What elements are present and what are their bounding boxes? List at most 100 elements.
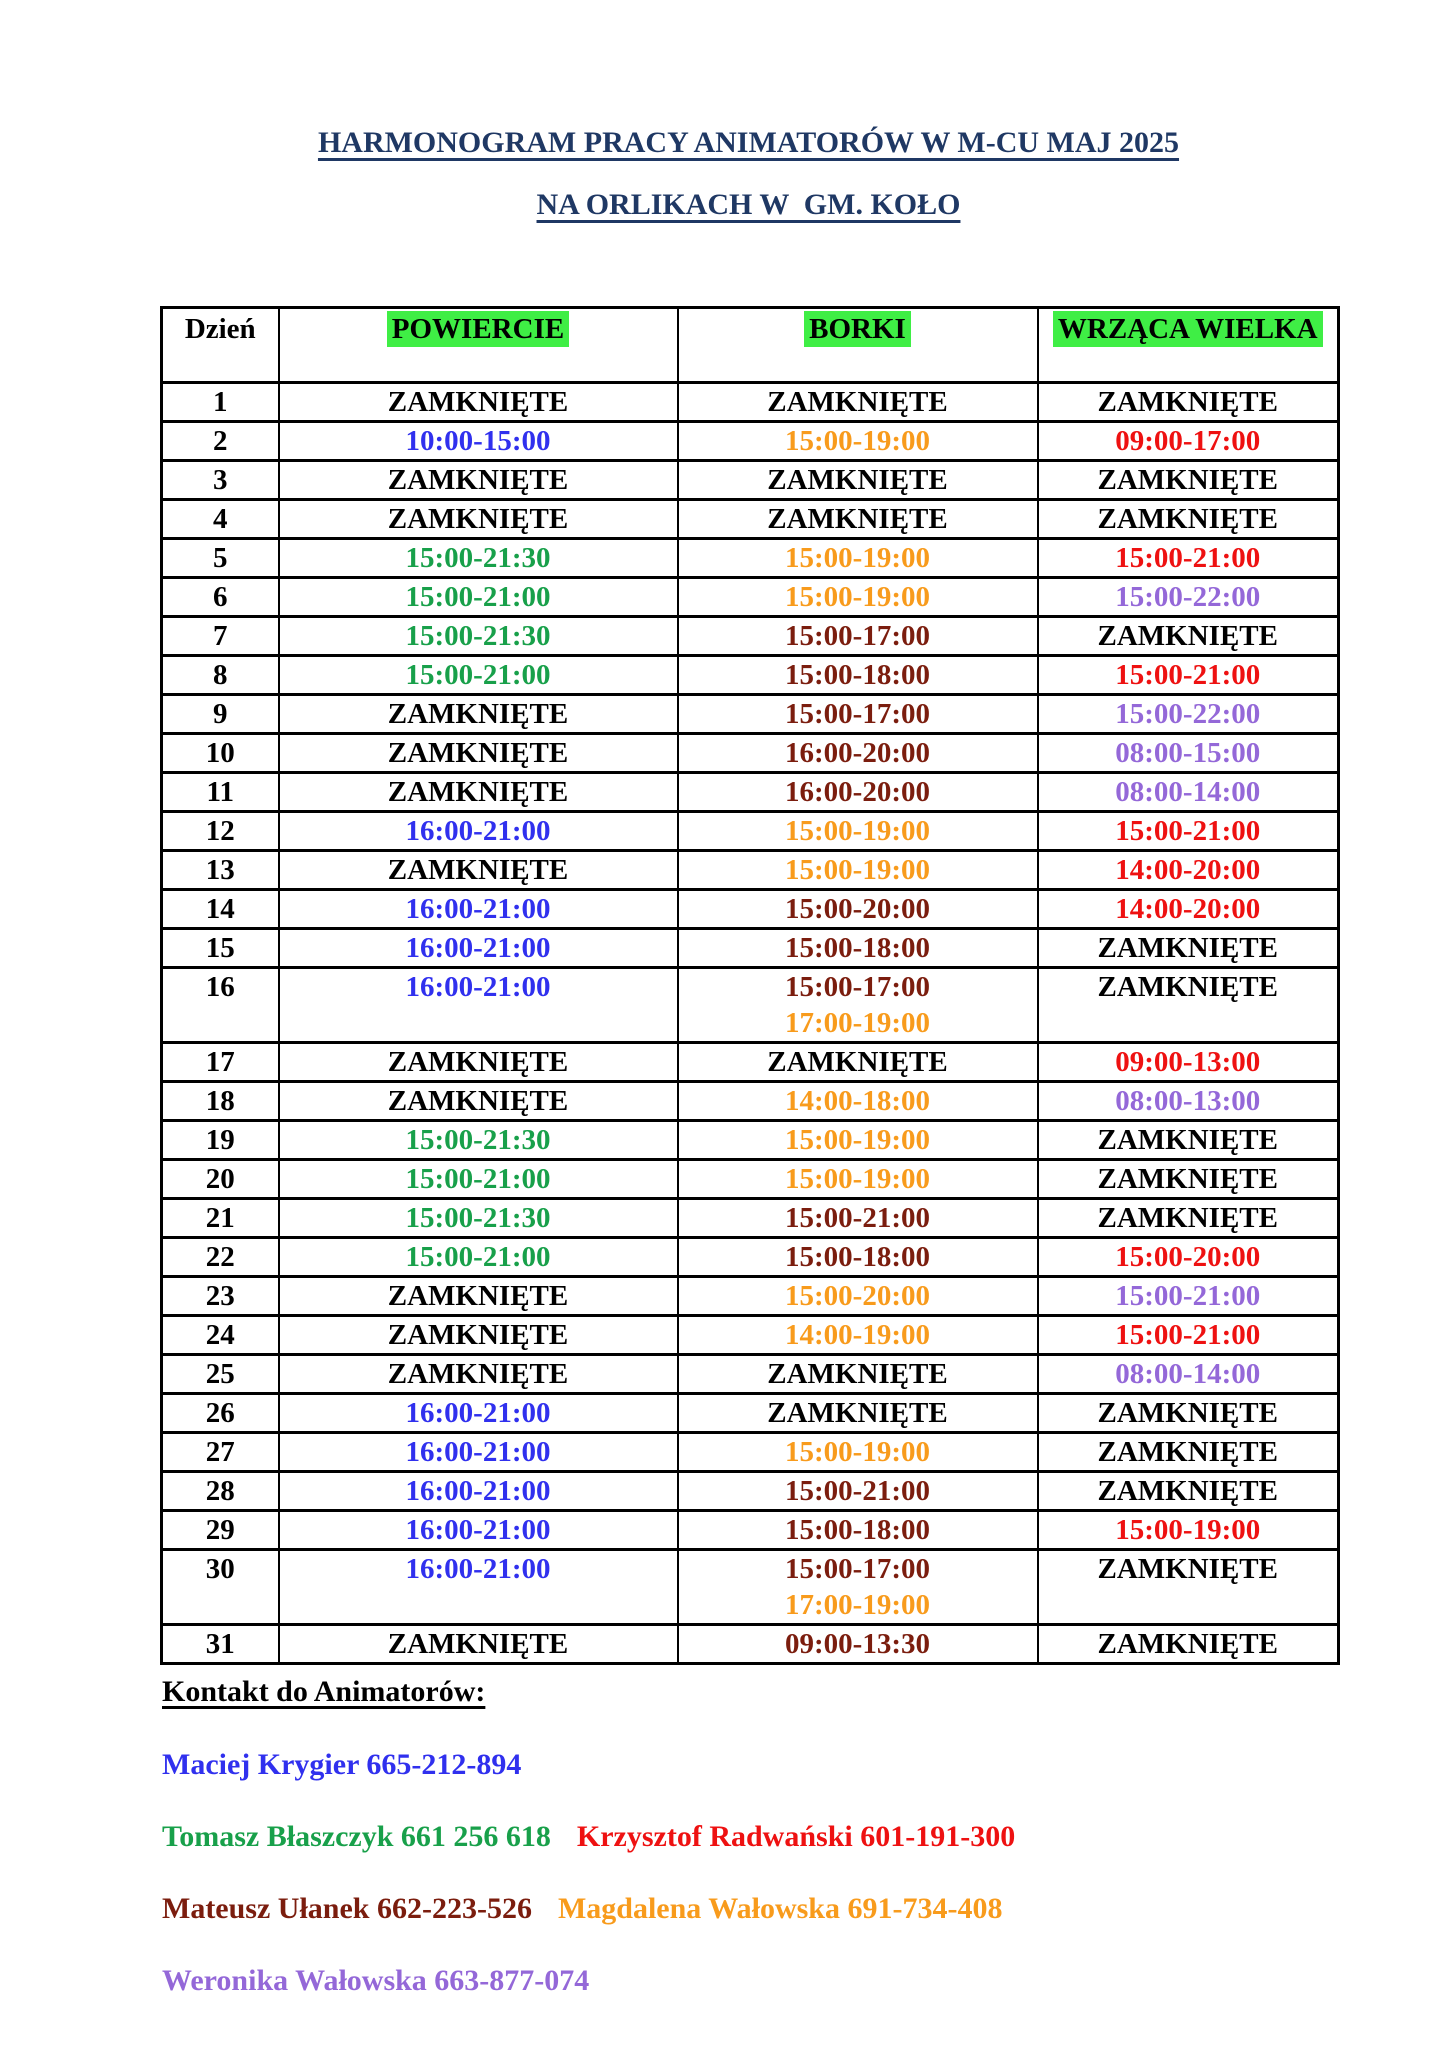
schedule-cell: ZAMKNIĘTE: [277, 459, 679, 501]
table-row-day-6: 6 15:00-21:00 15:00-19:00 15:00-22:00: [160, 576, 1340, 618]
table-row-day-15: 15 16:00-21:00 15:00-18:00 ZAMKNIĘTE: [160, 927, 1340, 969]
day-cell: 25: [160, 1353, 280, 1395]
day-cell: 4: [160, 498, 280, 540]
schedule-cell: 15:00-17:00 17:00-19:00: [676, 966, 1039, 1044]
schedule-cell: 15:00-18:00: [676, 927, 1039, 969]
schedule-entry: 17:00-19:00: [785, 1007, 930, 1039]
schedule-entry: ZAMKNIĘTE: [387, 503, 569, 535]
schedule-entry: 15:00-20:00: [785, 893, 930, 925]
schedule-entry: ZAMKNIĘTE: [1097, 386, 1278, 418]
schedule-entry: 15:00-21:00: [1115, 815, 1261, 847]
column-header-dzie: Dzień: [160, 306, 280, 384]
day-cell: 28: [160, 1470, 280, 1512]
schedule-cell: ZAMKNIĘTE: [277, 849, 679, 891]
contact-entry: Maciej Krygier 665-212-894: [162, 1748, 522, 1781]
day-cell: 7: [160, 615, 280, 657]
schedule-entry: ZAMKNIĘTE: [1097, 1436, 1278, 1468]
contact-line: Maciej Krygier 665-212-894: [162, 1749, 1448, 1781]
day-cell: 26: [160, 1392, 280, 1434]
schedule-entry: ZAMKNIĘTE: [1097, 1475, 1278, 1507]
schedule-entry: 15:00-21:30: [405, 542, 551, 574]
schedule-entry: 08:00-13:00: [1115, 1085, 1261, 1117]
schedule-entry: ZAMKNIĘTE: [767, 1046, 948, 1078]
table-row-day-2: 2 10:00-15:00 15:00-19:00 09:00-17:00: [160, 420, 1340, 462]
schedule-cell: 15:00-22:00: [1036, 576, 1340, 618]
schedule-cell: ZAMKNIĘTE: [1036, 1548, 1340, 1626]
schedule-cell: ZAMKNIĘTE: [676, 1353, 1039, 1395]
day-cell: 3: [160, 459, 280, 501]
contact-entry: Weronika Wałowska 663-877-074: [162, 1964, 590, 1997]
schedule-entry: 15:00-19:00: [785, 1436, 930, 1468]
schedule-cell: 09:00-13:00: [1036, 1041, 1340, 1083]
schedule-entry: 15:00-19:00: [785, 1124, 930, 1156]
schedule-entry: ZAMKNIĘTE: [387, 1628, 569, 1660]
table-row-day-3: 3 ZAMKNIĘTE ZAMKNIĘTE ZAMKNIĘTE: [160, 459, 1340, 501]
schedule-cell: 15:00-21:00: [1036, 1275, 1340, 1317]
table-row-day-18: 18 ZAMKNIĘTE 14:00-18:00 08:00-13:00: [160, 1080, 1340, 1122]
day-cell: 12: [160, 810, 280, 852]
schedule-cell: 15:00-20:00: [1036, 1236, 1340, 1278]
schedule-cell: 16:00-21:00: [277, 1431, 679, 1473]
schedule-cell: 15:00-19:00: [676, 1119, 1039, 1161]
schedule-cell: ZAMKNIĘTE: [277, 771, 679, 813]
schedule-cell: 15:00-21:00: [1036, 1314, 1340, 1356]
schedule-entry: 16:00-21:00: [405, 1436, 551, 1468]
schedule-entry: 15:00-21:00: [1115, 659, 1261, 691]
schedule-cell: 16:00-20:00: [676, 771, 1039, 813]
day-cell: 6: [160, 576, 280, 618]
schedule-cell: 15:00-21:00: [1036, 537, 1340, 579]
schedule-entry: 14:00-18:00: [785, 1085, 930, 1117]
contact-entry: Mateusz Ułanek 662-223-526: [162, 1892, 532, 1925]
schedule-entry: ZAMKNIĘTE: [767, 1397, 948, 1429]
schedule-entry: ZAMKNIĘTE: [387, 1319, 569, 1351]
schedule-entry: ZAMKNIĘTE: [767, 386, 948, 418]
day-cell: 19: [160, 1119, 280, 1161]
schedule-cell: 14:00-20:00: [1036, 849, 1340, 891]
contact-entry: Tomasz Błaszczyk 661 256 618: [162, 1820, 551, 1853]
schedule-entry: 15:00-19:00: [785, 581, 930, 613]
column-header-label: Dzień: [184, 313, 256, 345]
schedule-cell: 09:00-13:30: [676, 1623, 1039, 1665]
day-cell: 11: [160, 771, 280, 813]
schedule-entry: 17:00-19:00: [785, 1589, 930, 1621]
schedule-entry: ZAMKNIĘTE: [387, 1280, 569, 1312]
schedule-cell: 14:00-18:00: [676, 1080, 1039, 1122]
schedule-cell: 15:00-19:00: [1036, 1509, 1340, 1551]
schedule-cell: 16:00-21:00: [277, 1392, 679, 1434]
day-cell: 10: [160, 732, 280, 774]
schedule-entry: 15:00-18:00: [785, 1241, 930, 1273]
day-cell: 22: [160, 1236, 280, 1278]
document-title-line1: HARMONOGRAM PRACY ANIMATORÓW W M-CU MAJ …: [317, 126, 1180, 159]
schedule-cell: 15:00-21:00: [676, 1197, 1039, 1239]
contact-section: Kontakt do Animatorów: Maciej Krygier 66…: [162, 1675, 1448, 1997]
schedule-entry: 15:00-20:00: [1115, 1241, 1261, 1273]
table-row-day-17: 17 ZAMKNIĘTE ZAMKNIĘTE 09:00-13:00: [160, 1041, 1340, 1083]
table-row-day-30: 30 16:00-21:00 15:00-17:00 17:00-19:00 ZAMKN…: [160, 1548, 1340, 1626]
schedule-cell: 15:00-21:00: [676, 1470, 1039, 1512]
schedule-entry: 15:00-21:00: [785, 1475, 930, 1507]
schedule-entry: 15:00-17:00: [785, 620, 930, 652]
schedule-entry: 15:00-22:00: [1115, 698, 1261, 730]
schedule-cell: 15:00-21:30: [277, 1119, 679, 1161]
schedule-cell: ZAMKNIĘTE: [1036, 1119, 1340, 1161]
schedule-entry: ZAMKNIĘTE: [387, 1085, 569, 1117]
schedule-body: 1 ZAMKNIĘTE ZAMKNIĘTE ZAMKNIĘTE 2 10:00-15:00…: [160, 381, 1340, 1665]
schedule-entry: 08:00-14:00: [1115, 1358, 1261, 1390]
schedule-entry: 15:00-21:00: [405, 1241, 551, 1273]
schedule-entry: 15:00-21:00: [405, 1163, 551, 1195]
table-row-day-11: 11 ZAMKNIĘTE 16:00-20:00 08:00-14:00: [160, 771, 1340, 813]
schedule-entry: 14:00-20:00: [1115, 893, 1261, 925]
schedule-entry: 16:00-21:00: [405, 1475, 551, 1507]
schedule-cell: ZAMKNIĘTE: [277, 1353, 679, 1395]
schedule-cell: 15:00-22:00: [1036, 693, 1340, 735]
schedule-cell: 08:00-14:00: [1036, 1353, 1340, 1395]
schedule-cell: 15:00-20:00: [676, 1275, 1039, 1317]
schedule-entry: 09:00-17:00: [1115, 425, 1261, 457]
schedule-entry: ZAMKNIĘTE: [387, 776, 569, 808]
day-cell: 2: [160, 420, 280, 462]
day-cell: 23: [160, 1275, 280, 1317]
schedule-cell: ZAMKNIĘTE: [1036, 927, 1340, 969]
schedule-entry: ZAMKNIĘTE: [1097, 464, 1278, 496]
schedule-entry: 16:00-21:00: [405, 1514, 551, 1546]
schedule-entry: 16:00-20:00: [785, 737, 930, 769]
